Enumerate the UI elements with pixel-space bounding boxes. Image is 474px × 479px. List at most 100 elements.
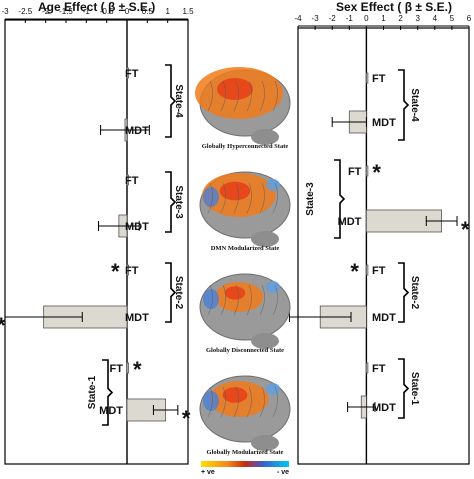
- x-tick-label: 4: [433, 14, 438, 23]
- category-label: MDT: [372, 117, 396, 129]
- x-tick-label: -4: [294, 14, 302, 23]
- state-brace: [102, 359, 114, 426]
- bar-ft: [126, 264, 129, 276]
- x-tick-label: -1.5: [59, 7, 73, 16]
- category-label: FT: [125, 68, 139, 80]
- sex-effect-title: Sex Effect ( β ± S.E.): [336, 0, 452, 14]
- state-label: State-1: [87, 375, 98, 409]
- brain-panel: Globally Modularized State: [199, 375, 291, 456]
- brain-stem-shape: [251, 333, 279, 349]
- sulcus-line: [272, 80, 278, 112]
- activation-negative: [266, 179, 280, 191]
- state-label: State-4: [409, 88, 420, 122]
- x-tick-label: -2: [329, 14, 337, 23]
- state-brace: [165, 171, 177, 233]
- state-label: State-2: [409, 276, 420, 310]
- brain-caption: Globally Hyperconnected State: [202, 143, 289, 150]
- state-brace: [398, 69, 410, 141]
- x-tick-label: 1: [165, 7, 170, 16]
- x-tick-label: 5: [450, 14, 455, 23]
- state-brace: [334, 159, 346, 239]
- brain-caption: DMN Modularized State: [211, 245, 280, 252]
- sulcus-line: [233, 182, 239, 214]
- x-tick-label: -3: [1, 7, 9, 16]
- activation-peak: [222, 387, 248, 403]
- sulcus-line: [220, 80, 226, 112]
- significance-star: *: [182, 406, 191, 431]
- x-tick-label: 0: [125, 7, 130, 16]
- state-brace: [398, 358, 410, 419]
- age-effect-title: Age Effect ( β ± S.E.): [38, 0, 156, 14]
- x-tick-label: -1: [83, 7, 91, 16]
- sulcus-line: [207, 386, 213, 418]
- activation-negative: [203, 289, 219, 309]
- sulcus-line: [207, 80, 213, 112]
- sulcus-line: [207, 182, 213, 214]
- category-label: MDT: [125, 125, 149, 137]
- bar-ft: [365, 72, 369, 84]
- bar-ft: [365, 165, 369, 177]
- state-brace: [398, 262, 410, 323]
- x-tick-label: -2.5: [18, 7, 32, 16]
- significance-star: *: [372, 160, 381, 185]
- colorbar-neg-label: - ve: [277, 469, 289, 474]
- activation-peak: [217, 78, 253, 100]
- activation-negative: [203, 187, 219, 207]
- sulcus-line: [259, 386, 265, 418]
- brain-panel: Globally Hyperconnected State: [195, 67, 291, 150]
- sulcus-line: [272, 182, 278, 214]
- bar-ft: [126, 362, 129, 374]
- sex-effect-chart: -4 -3 -2 -1 0 1 2 3 4 5 6 State-4 FT MDT State-3 FT * MDT…: [288, 14, 472, 465]
- sulcus-line: [246, 182, 252, 214]
- category-label: FT: [110, 363, 124, 375]
- category-label: MDT: [125, 312, 149, 324]
- x-tick-label: -1: [346, 14, 354, 23]
- state-label: State-2: [173, 276, 184, 310]
- sulcus-line: [246, 284, 252, 316]
- state-label: State-1: [409, 372, 420, 406]
- significance-star: *: [0, 313, 6, 338]
- x-tick-label: 1.5: [182, 7, 194, 16]
- brain-stem-shape: [251, 231, 279, 247]
- sulcus-line: [220, 182, 226, 214]
- brain-caption: Globally Modularized State: [207, 449, 284, 456]
- brain-caption: Globally Disconnected State: [206, 347, 284, 354]
- bar-ft: [365, 362, 369, 374]
- sulcus-line: [272, 284, 278, 316]
- category-label: FT: [348, 166, 362, 178]
- category-label: MDT: [372, 402, 396, 414]
- category-label: MDT: [372, 312, 396, 324]
- category-label: FT: [125, 175, 139, 187]
- sulcus-line: [246, 386, 252, 418]
- bar-ft: [126, 174, 129, 186]
- sulcus-line: [233, 284, 239, 316]
- sulcus-line: [259, 80, 265, 112]
- activation-peak: [219, 181, 251, 201]
- state-label: State-4: [173, 84, 184, 118]
- state-brace: [165, 64, 177, 138]
- category-label: FT: [372, 265, 386, 277]
- plot-frame: [297, 27, 470, 465]
- x-tick-label: 0: [364, 14, 369, 23]
- activation-negative: [203, 391, 219, 411]
- category-label: MDT: [125, 221, 149, 233]
- bar-ft: [365, 264, 369, 276]
- brain-panel: DMN Modularized State: [199, 171, 291, 252]
- sulcus-line: [272, 386, 278, 418]
- activation-negative: [266, 383, 280, 395]
- significance-star: *: [133, 357, 142, 382]
- plot-frame: [4, 19, 189, 465]
- age-effect-chart: -3 -2.5 -2 -1.5 -1 -0.5 0 0.5 1 1.5State-4FTMDTSt…: [0, 7, 194, 465]
- significance-star: *: [111, 259, 120, 284]
- sulcus-line: [259, 284, 265, 316]
- state-brace: [165, 262, 177, 323]
- x-tick-label: 0.5: [142, 7, 154, 16]
- category-label: MDT: [338, 216, 362, 228]
- x-tick-label: 1: [381, 14, 386, 23]
- category-label: MDT: [99, 405, 123, 417]
- category-label: FT: [125, 265, 139, 277]
- brain-panel: Globally Disconnected State: [199, 273, 291, 354]
- sulcus-line: [220, 284, 226, 316]
- x-tick-label: -3: [312, 14, 320, 23]
